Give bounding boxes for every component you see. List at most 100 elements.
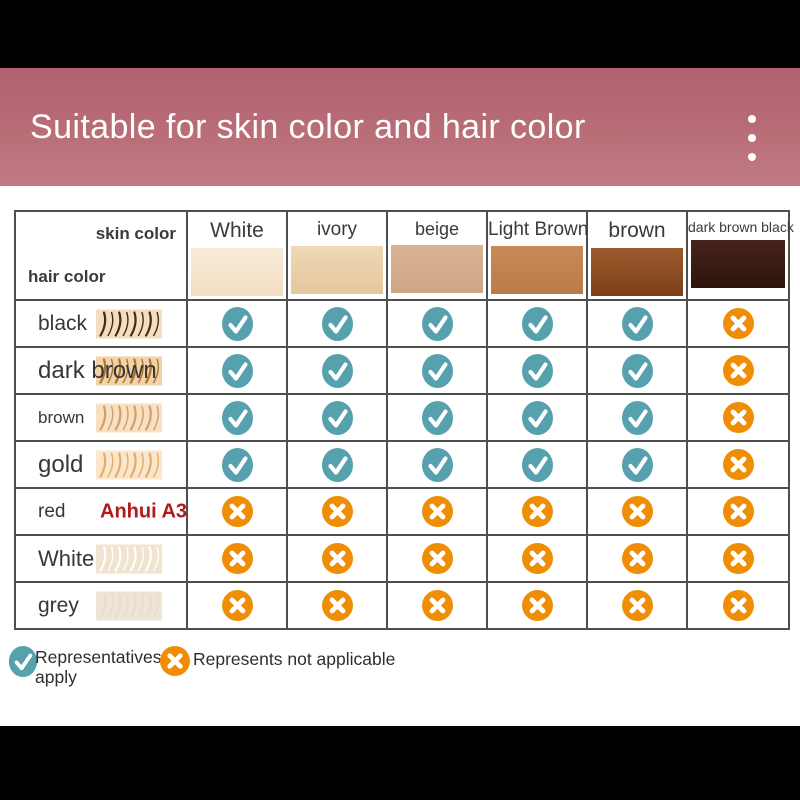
letterbox-bottom — [0, 726, 800, 800]
check-icon — [621, 306, 653, 341]
cross-icon — [722, 543, 754, 574]
row-header: grey — [14, 581, 188, 630]
cross-icon — [421, 543, 453, 574]
not-applicable-cell — [586, 581, 688, 630]
check-icon — [621, 447, 653, 482]
applicable-cell — [486, 393, 588, 442]
skin-tone-swatch — [191, 248, 283, 296]
cross-icon — [521, 496, 553, 527]
cross-icon — [321, 543, 353, 574]
legend-not-applicable-label: Represents not applicable — [193, 649, 396, 669]
legend-item-apply: Representatives apply — [8, 646, 163, 688]
not-applicable-cell — [686, 346, 790, 395]
legend-apply-label: Representatives apply — [35, 647, 162, 687]
check-icon — [221, 447, 253, 482]
applicable-cell — [186, 393, 288, 442]
not-applicable-cell — [686, 487, 790, 536]
row-header: dark brown — [14, 346, 188, 395]
cross-icon — [722, 308, 754, 339]
cross-icon — [621, 590, 653, 621]
not-applicable-cell — [686, 534, 790, 583]
applicable-cell — [386, 440, 488, 489]
cross-icon — [722, 402, 754, 433]
column-header: dark brown black — [686, 210, 794, 301]
skin-color-axis-label: skin color — [95, 224, 176, 243]
check-icon — [421, 400, 453, 435]
skin-tone-swatch — [691, 240, 785, 288]
kebab-menu-icon[interactable] — [748, 115, 756, 161]
cross-icon — [421, 496, 453, 527]
row-header: White — [14, 534, 188, 583]
not-applicable-cell — [586, 487, 688, 536]
not-applicable-cell — [386, 487, 488, 536]
applicable-cell — [386, 393, 488, 442]
applicable-cell — [186, 346, 288, 395]
check-icon — [321, 306, 353, 341]
cross-icon — [421, 590, 453, 621]
check-icon — [321, 447, 353, 482]
applicable-cell — [386, 299, 488, 348]
check-icon — [521, 306, 553, 341]
hair-swatch — [96, 591, 162, 620]
cross-icon — [722, 449, 754, 480]
not-applicable-cell — [686, 393, 790, 442]
watermark-text: Anhui A3 — [100, 500, 188, 522]
not-applicable-cell — [686, 581, 790, 630]
applicable-cell — [586, 299, 688, 348]
column-header: Light Brown — [486, 210, 588, 301]
row-header: red Anhui A3 — [14, 487, 188, 536]
not-applicable-cell — [386, 534, 488, 583]
not-applicable-cell — [286, 487, 388, 536]
not-applicable-cell — [286, 581, 388, 630]
cross-icon — [521, 543, 553, 574]
not-applicable-cell — [686, 440, 790, 489]
check-icon — [521, 353, 553, 388]
page-title: Suitable for skin color and hair color — [30, 107, 586, 146]
hair-swatch — [96, 450, 162, 479]
cross-icon — [321, 590, 353, 621]
column-header: beige — [386, 210, 488, 301]
check-icon — [321, 400, 353, 435]
title-banner: Suitable for skin color and hair color — [0, 68, 800, 186]
applicable-cell — [586, 440, 688, 489]
not-applicable-cell — [286, 534, 388, 583]
cross-icon — [521, 590, 553, 621]
corner-cell: skin color hair color — [14, 210, 188, 301]
not-applicable-cell — [186, 487, 288, 536]
cross-icon — [221, 543, 253, 574]
table-row: dark brown — [14, 346, 790, 395]
compatibility-table: skin color hair color White ivory beige Light… — [14, 210, 794, 630]
cross-icon — [321, 496, 353, 527]
hair-color-axis-label: hair color — [28, 267, 106, 286]
row-header: gold — [14, 440, 188, 489]
not-applicable-cell — [486, 534, 588, 583]
hair-swatch — [96, 544, 162, 573]
table-row: black — [14, 299, 790, 348]
skin-tone-swatch — [491, 246, 583, 294]
cross-icon — [160, 646, 190, 676]
check-icon — [221, 353, 253, 388]
not-applicable-cell — [186, 581, 288, 630]
cross-icon — [621, 543, 653, 574]
not-applicable-cell — [686, 299, 790, 348]
applicable-cell — [486, 440, 588, 489]
hair-swatch — [96, 403, 162, 432]
check-icon — [8, 646, 38, 677]
applicable-cell — [486, 346, 588, 395]
check-icon — [621, 400, 653, 435]
applicable-cell — [286, 393, 388, 442]
skin-tone-swatch — [291, 246, 383, 294]
applicable-cell — [386, 346, 488, 395]
hair-swatch — [96, 309, 162, 338]
check-icon — [421, 447, 453, 482]
check-icon — [321, 353, 353, 388]
applicable-cell — [486, 299, 588, 348]
not-applicable-cell — [186, 534, 288, 583]
skin-tone-swatch — [391, 245, 483, 293]
legend-item-not-applicable: Represents not applicable — [160, 646, 395, 676]
cross-icon — [221, 496, 253, 527]
row-header: black — [14, 299, 188, 348]
check-icon — [421, 353, 453, 388]
skin-tone-swatch — [591, 248, 683, 296]
cross-icon — [722, 590, 754, 621]
